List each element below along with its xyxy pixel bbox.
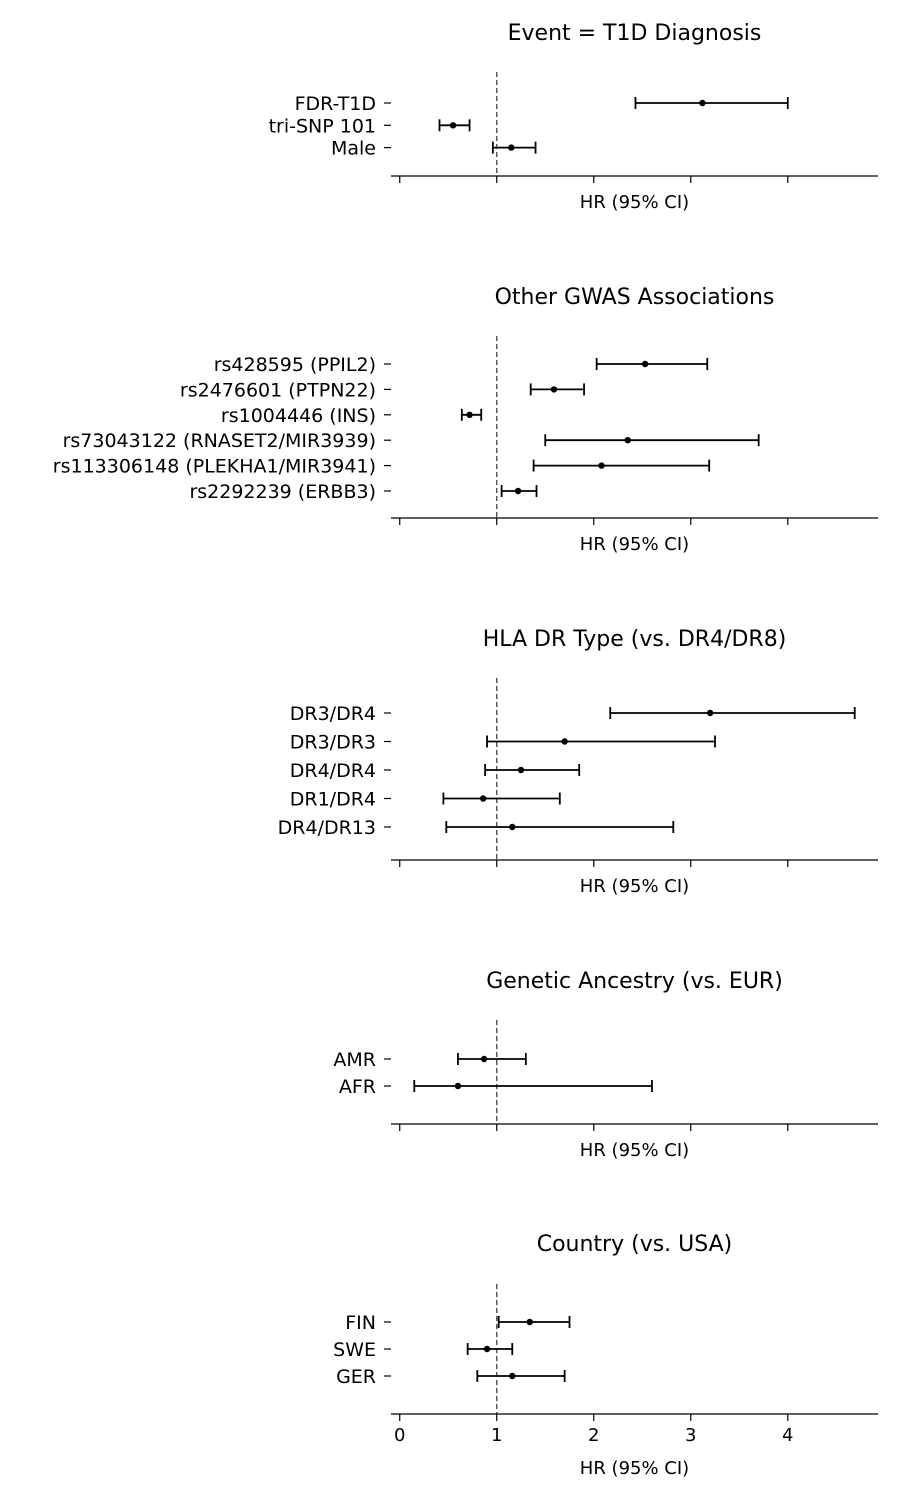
hr-point bbox=[509, 1372, 516, 1380]
row-label: rs2476601 (PTPN22) bbox=[180, 379, 376, 401]
row-label: DR1/DR4 bbox=[290, 789, 376, 811]
x-tick-label: 1 bbox=[491, 1425, 502, 1446]
hr-point bbox=[454, 1082, 462, 1090]
forest-row: rs2292239 (ERBB3) bbox=[189, 481, 538, 503]
x-axis-label: HR (95% CI) bbox=[580, 1140, 689, 1161]
row-label: rs73043122 (RNASET2/MIR3939) bbox=[63, 430, 376, 452]
hr-point bbox=[483, 1345, 491, 1353]
hr-point bbox=[449, 122, 457, 129]
forest-row: DR1/DR4 bbox=[290, 789, 561, 811]
hr-point bbox=[699, 99, 706, 107]
forest-row: rs2476601 (PTPN22) bbox=[180, 379, 585, 401]
forest-panel-2: Other GWAS Associations HR (95% CI) rs4285… bbox=[53, 285, 878, 555]
hr-point bbox=[550, 386, 558, 393]
row-label: tri-SNP 101 bbox=[269, 115, 376, 137]
panel-title: Other GWAS Associations bbox=[495, 285, 775, 310]
x-tick-label: 0 bbox=[394, 1425, 405, 1446]
hr-point bbox=[624, 437, 631, 444]
forest-row: AMR bbox=[333, 1049, 527, 1071]
row-label: Male bbox=[331, 138, 376, 160]
forest-row: DR4/DR4 bbox=[290, 760, 581, 782]
hr-point bbox=[514, 487, 522, 495]
row-label: AMR bbox=[333, 1049, 376, 1071]
row-label: rs2292239 (ERBB3) bbox=[189, 481, 376, 503]
row-label: rs428595 (PPIL2) bbox=[214, 354, 376, 376]
hr-point bbox=[706, 709, 714, 717]
forest-panel-5: Country (vs. USA) 0 1 2 3 4 HR (95% CI) FIN SWE G… bbox=[333, 1232, 878, 1479]
row-label: SWE bbox=[333, 1339, 376, 1361]
panel-title: Country (vs. USA) bbox=[537, 1232, 733, 1257]
forest-row: FDR-T1D bbox=[295, 93, 789, 115]
panel-title: HLA DR Type (vs. DR4/DR8) bbox=[483, 627, 787, 652]
x-axis-label: HR (95% CI) bbox=[580, 876, 689, 897]
forest-panel-1: Event = T1D Diagnosis HR (95% CI) FDR-T1Dt… bbox=[269, 21, 878, 213]
hr-point bbox=[480, 1055, 488, 1063]
forest-row: rs113306148 (PLEKHA1/MIR3941) bbox=[53, 456, 711, 478]
hr-point bbox=[561, 738, 568, 745]
panel-title: Genetic Ancestry (vs. EUR) bbox=[486, 969, 783, 994]
hr-point bbox=[641, 360, 649, 368]
x-axis-label: HR (95% CI) bbox=[580, 1458, 689, 1479]
forest-row: DR3/DR4 bbox=[290, 703, 856, 725]
row-label: FDR-T1D bbox=[295, 93, 376, 115]
row-label: GER bbox=[336, 1366, 376, 1388]
x-axis-label: HR (95% CI) bbox=[580, 192, 689, 213]
forest-panel-4: Genetic Ancestry (vs. EUR) HR (95% CI) AMR… bbox=[333, 969, 878, 1161]
hr-point bbox=[508, 144, 515, 151]
row-label: rs1004446 (INS) bbox=[221, 405, 376, 427]
forest-panel-3: HLA DR Type (vs. DR4/DR8) HR (95% CI) DR3/… bbox=[278, 627, 878, 897]
hr-point bbox=[517, 766, 525, 774]
forest-row: DR4/DR13 bbox=[278, 817, 675, 839]
forest-row: rs428595 (PPIL2) bbox=[214, 354, 709, 376]
forest-row: rs73043122 (RNASET2/MIR3939) bbox=[63, 430, 760, 452]
hr-point bbox=[598, 462, 605, 469]
panel-title: Event = T1D Diagnosis bbox=[508, 21, 762, 46]
hr-point bbox=[526, 1318, 533, 1326]
row-label: FIN bbox=[345, 1312, 376, 1334]
forest-row: AFR bbox=[339, 1076, 653, 1098]
row-label: DR3/DR3 bbox=[290, 732, 376, 754]
x-tick-label: 2 bbox=[588, 1425, 599, 1446]
forest-row: FIN bbox=[345, 1312, 571, 1334]
forest-row: Male bbox=[331, 138, 537, 160]
forest-row: tri-SNP 101 bbox=[269, 115, 471, 137]
row-label: DR4/DR13 bbox=[278, 817, 376, 839]
hr-point bbox=[466, 411, 473, 418]
forest-row: rs1004446 (INS) bbox=[221, 405, 483, 427]
x-tick-label: 3 bbox=[685, 1425, 696, 1446]
x-axis-label: HR (95% CI) bbox=[580, 534, 689, 555]
row-label: DR3/DR4 bbox=[290, 703, 376, 725]
row-label: rs113306148 (PLEKHA1/MIR3941) bbox=[53, 456, 376, 478]
hr-point bbox=[509, 823, 516, 831]
row-label: AFR bbox=[339, 1076, 376, 1098]
forest-row: GER bbox=[336, 1366, 566, 1388]
hr-point bbox=[479, 795, 487, 802]
forest-row: DR3/DR3 bbox=[290, 732, 716, 754]
row-label: DR4/DR4 bbox=[290, 760, 376, 782]
x-tick-label: 4 bbox=[782, 1425, 793, 1446]
forest-row: SWE bbox=[333, 1339, 514, 1361]
